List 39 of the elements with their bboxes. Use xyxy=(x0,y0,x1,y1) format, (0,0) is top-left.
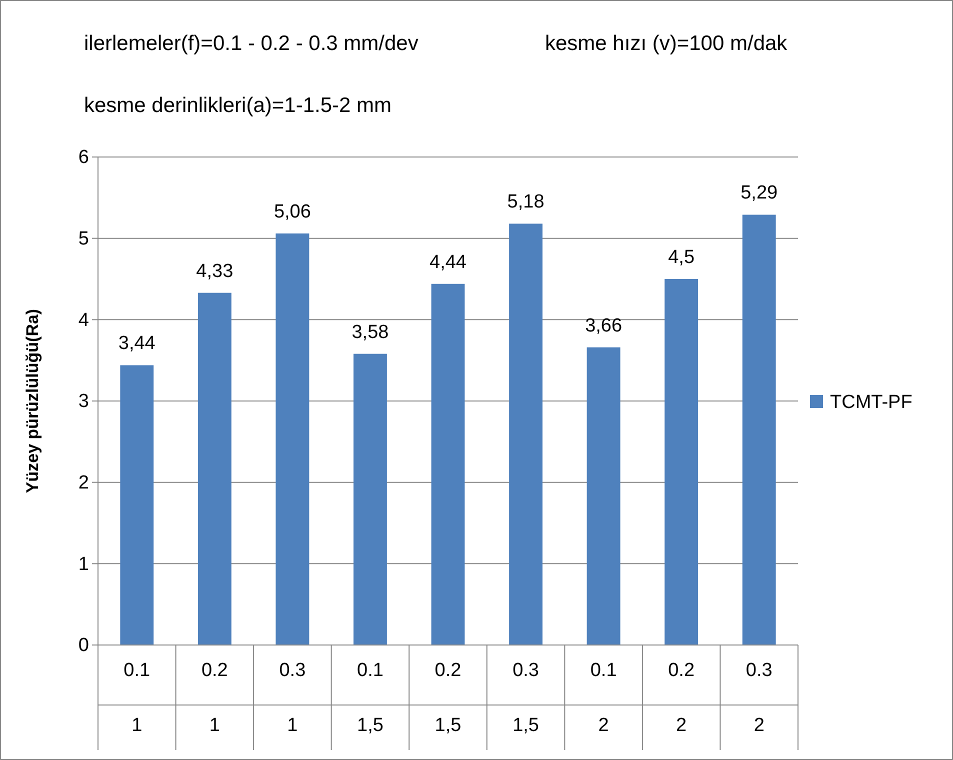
y-tick-label: 1 xyxy=(78,554,89,575)
category-label: 0.3 1,5 xyxy=(512,660,539,736)
legend-label: TCMT-PF xyxy=(830,392,912,413)
y-tick-label: 0 xyxy=(78,635,89,656)
y-tick-label: 3 xyxy=(78,391,89,412)
bar xyxy=(354,354,387,645)
bar xyxy=(586,347,620,645)
text: 5,06 xyxy=(274,201,311,222)
y-tick-label: 4 xyxy=(78,310,90,331)
bar xyxy=(742,214,776,645)
text: 3,44 xyxy=(118,333,156,354)
bar xyxy=(664,279,698,645)
category-label: 0.1 2 xyxy=(590,660,617,736)
y-tick-label: 2 xyxy=(78,472,89,494)
category-label: 0.2 2 xyxy=(668,660,695,736)
category-label: 0.2 1,5 xyxy=(434,660,462,736)
text: 4,44 xyxy=(430,252,466,273)
category-label: 0.3 2 xyxy=(746,660,772,736)
y-tick-label: 6 xyxy=(78,147,89,168)
bar xyxy=(120,365,154,645)
bar xyxy=(509,224,542,645)
bar xyxy=(276,233,310,645)
text: 4,5 xyxy=(668,247,695,268)
bar xyxy=(198,292,232,645)
text: 3,58 xyxy=(352,322,389,343)
text: ilerlemeler(f)=0.1 - 0.2 - 0.3 mm/dev xyxy=(84,32,419,55)
text: 5,29 xyxy=(740,182,778,204)
text: 4,33 xyxy=(196,260,234,282)
y-axis-title: Yüzey pürüzlülüğü(Ra) xyxy=(23,308,42,494)
category-label: 0.3 1 xyxy=(279,660,306,736)
y-tick-label: 5 xyxy=(78,228,89,250)
bar xyxy=(431,284,465,645)
category-label: 0.2 1 xyxy=(201,660,228,736)
text: kesme derinlikleri(a)=1-1.5-2 mm xyxy=(84,94,392,117)
category-label: 0.1 1 xyxy=(124,660,150,736)
text: 3,66 xyxy=(585,315,622,336)
text: kesme hızı (v)=100 m/dak xyxy=(545,32,788,55)
category-label: 0.1 1,5 xyxy=(357,660,384,736)
text: 5,18 xyxy=(507,192,544,213)
